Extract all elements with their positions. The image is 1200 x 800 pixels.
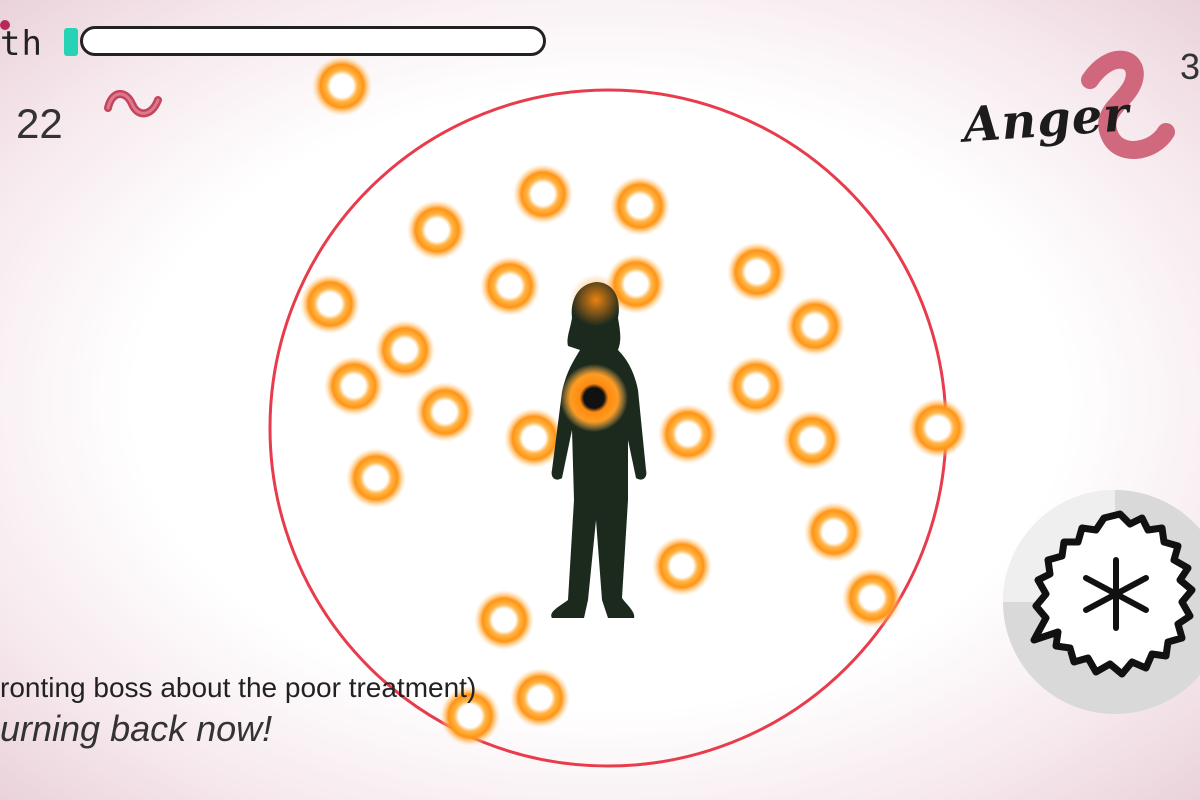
- fire-orb: [440, 686, 500, 746]
- fire-orb: [842, 568, 902, 628]
- squiggle-worm-icon: [104, 90, 162, 118]
- fire-orb: [312, 56, 372, 116]
- fire-orb: [300, 274, 360, 334]
- fire-orb: [785, 296, 845, 356]
- anger-swirl-icon: [1081, 50, 1175, 159]
- emotion-level: 3: [1179, 46, 1200, 87]
- fire-orb: [727, 242, 787, 302]
- fire-orb: [415, 382, 475, 442]
- score-value: 22: [16, 100, 63, 147]
- fire-orb: [480, 256, 540, 316]
- health-bar-fill: [64, 28, 78, 56]
- asterisk-burst-icon: [1030, 510, 1196, 678]
- fire-orb: [782, 410, 842, 470]
- fire-orb: [610, 176, 670, 236]
- dialogue-context: ronting boss about the poor treatment): [0, 672, 477, 703]
- player-silhouette: [551, 282, 647, 618]
- fire-orb: [804, 502, 864, 562]
- fire-orb: [513, 164, 573, 224]
- health-marker-icon: [0, 20, 10, 30]
- fire-orb: [324, 356, 384, 416]
- dialogue-line: urning back now!: [0, 708, 273, 749]
- health-label: th: [0, 24, 43, 64]
- fire-orb: [652, 536, 712, 596]
- fire-orb: [504, 408, 564, 468]
- emotion-title: Anger: [961, 86, 1132, 154]
- ability-button[interactable]: [1000, 478, 1200, 728]
- fire-orb: [375, 320, 435, 380]
- fire-orb: [346, 448, 406, 508]
- fire-orb: [474, 590, 534, 650]
- player-core: [560, 364, 628, 432]
- fire-orb: [908, 398, 968, 458]
- health-bar: [80, 26, 546, 56]
- fire-orb: [407, 200, 467, 260]
- fire-orb: [510, 668, 570, 728]
- fire-orb: [726, 356, 786, 416]
- fire-orb: [658, 404, 718, 464]
- head-glow: [570, 274, 622, 326]
